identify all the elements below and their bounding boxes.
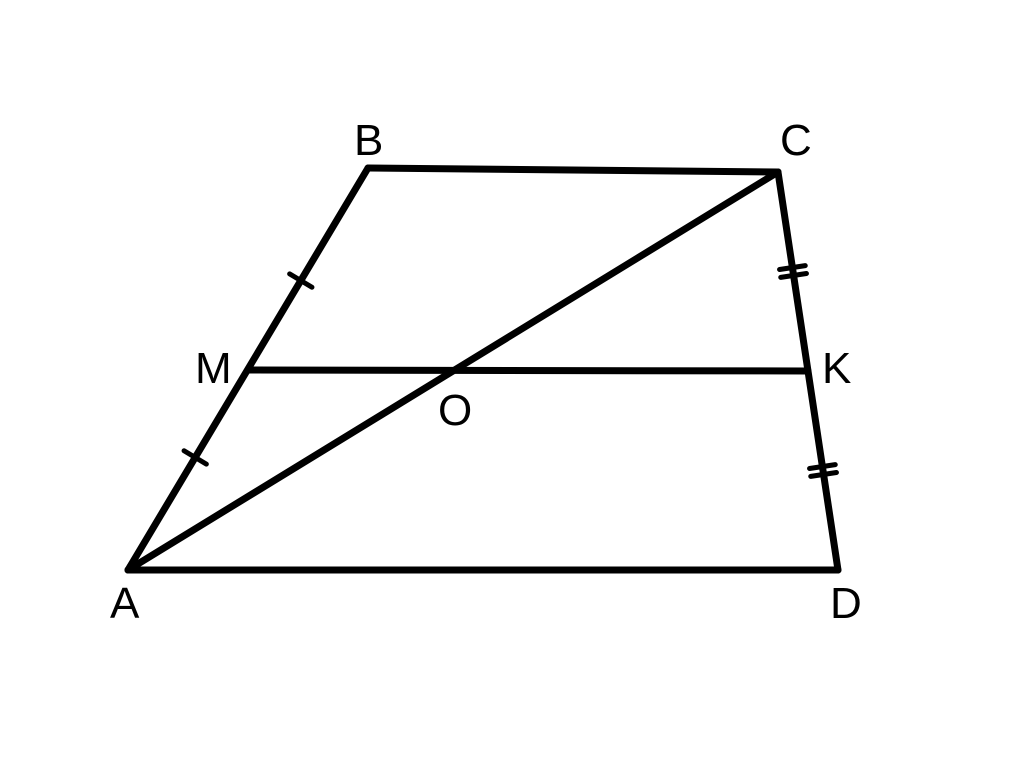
label-C: C bbox=[780, 116, 812, 165]
tick-mark bbox=[780, 266, 806, 270]
geometry-diagram: A B C D M K O bbox=[0, 0, 1024, 767]
label-K: K bbox=[822, 344, 851, 393]
label-O: O bbox=[438, 386, 472, 435]
label-A: A bbox=[110, 579, 140, 628]
edges bbox=[128, 168, 838, 570]
tick-mark bbox=[781, 274, 807, 278]
label-B: B bbox=[354, 116, 383, 165]
tick-mark bbox=[810, 465, 836, 469]
edge-BC bbox=[368, 168, 778, 172]
label-D: D bbox=[830, 579, 862, 628]
label-M: M bbox=[195, 344, 232, 393]
edge-MK bbox=[248, 370, 808, 371]
tick-mark bbox=[811, 473, 837, 477]
